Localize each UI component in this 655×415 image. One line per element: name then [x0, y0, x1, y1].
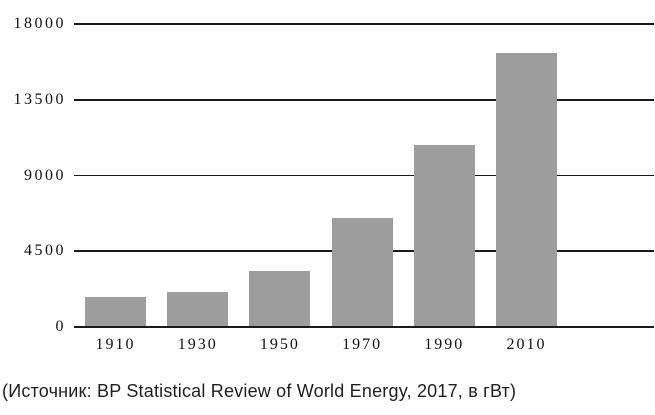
- bar-chart: 0 4500 9000 13500 18000 1910 1930 1950 1970 1990 2…: [13, 15, 654, 353]
- x-tick-1970: 1970: [342, 336, 383, 353]
- x-tick-1950: 1950: [259, 336, 300, 353]
- x-tick-1910: 1910: [95, 336, 136, 353]
- x-tick-2010: 2010: [506, 336, 547, 353]
- y-tick-9000: 9000: [24, 166, 66, 184]
- x-tick-1990: 1990: [424, 336, 465, 353]
- y-tick-0: 0: [55, 318, 66, 335]
- bar-1970: [331, 217, 393, 327]
- bar-1990: [413, 145, 475, 327]
- y-tick-18000: 18000: [13, 15, 66, 32]
- gridline-13500: [74, 98, 654, 101]
- bar-1930: [167, 291, 229, 327]
- source-caption: (Источник: BP Statistical Review of Worl…: [2, 381, 517, 401]
- bar-1950: [249, 271, 311, 327]
- gridline-18000: [74, 23, 654, 25]
- bar-1910: [85, 296, 146, 327]
- x-tick-1930: 1930: [177, 336, 218, 353]
- y-tick-13500: 13500: [13, 90, 66, 108]
- gridline-9000: [74, 174, 654, 177]
- bar-2010: [496, 52, 557, 327]
- y-tick-4500: 4500: [24, 242, 66, 260]
- gridline-0: [74, 326, 654, 328]
